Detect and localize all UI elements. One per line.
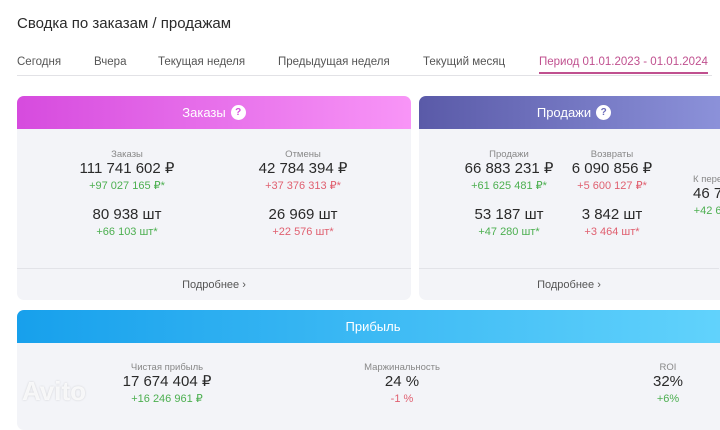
net-profit-col: Чистая прибыль 17 674 404 ₽ +16 246 961 … xyxy=(123,362,212,407)
metric-qty: 26 969 шт xyxy=(268,206,338,223)
payout-col: К пере 46 7 +42 6 xyxy=(693,174,720,219)
metric-value: 24 % xyxy=(384,373,420,390)
metric-qty: 3 842 шт xyxy=(581,206,643,223)
metric-value: 46 7 xyxy=(693,185,720,202)
orders-header: Заказы ? xyxy=(17,96,411,129)
sales-more-link[interactable]: Подробнее › xyxy=(419,268,719,300)
metric-label: Возвраты xyxy=(590,149,634,160)
metric-qty: 80 938 шт xyxy=(92,206,162,223)
metric-value: 42 784 394 ₽ xyxy=(258,160,348,177)
tab-period[interactable]: Период 01.01.2023 - 01.01.2024 xyxy=(539,56,708,74)
metric-qty-delta: +47 280 шт* xyxy=(478,226,540,238)
profit-header: Прибыль xyxy=(17,310,720,343)
metric-delta: +16 246 961 ₽ xyxy=(131,393,203,405)
metric-qty-delta: +66 103 шт* xyxy=(96,226,158,238)
tab-today[interactable]: Сегодня xyxy=(17,56,62,68)
roi-col: ROI 32% +6% xyxy=(653,362,683,407)
cancellations-col: Отмены 42 784 394 ₽ +37 376 313 ₽* 26 96… xyxy=(259,149,348,240)
margin-col: Маржинальность 24 % -1 % xyxy=(364,362,440,407)
help-icon[interactable]: ? xyxy=(230,105,246,120)
metric-qty-delta: +22 576 шт* xyxy=(272,226,334,238)
returns-col: Возвраты 6 090 856 ₽ +5 600 127 ₽* 3 842… xyxy=(572,149,652,240)
tab-current-week[interactable]: Текущая неделя xyxy=(158,56,246,68)
metric-label: ROI xyxy=(659,362,677,373)
metric-label: Маржинальность xyxy=(364,362,440,373)
period-tabs: Сегодня Вчера Текущая неделя Предыдущая … xyxy=(17,56,712,76)
tab-yesterday[interactable]: Вчера xyxy=(94,56,127,68)
metric-label: Продажи xyxy=(489,149,529,160)
metric-delta: +6% xyxy=(656,393,680,405)
metric-delta: +97 027 165 ₽* xyxy=(89,180,165,192)
profit-card: Прибыль Чистая прибыль 17 674 404 ₽ +16 … xyxy=(17,310,720,430)
profit-title: Прибыль xyxy=(345,319,401,334)
metric-delta: +42 6 xyxy=(693,205,720,217)
tab-previous-week[interactable]: Предыдущая неделя xyxy=(278,56,390,68)
tab-current-month[interactable]: Текущий месяц xyxy=(423,56,506,68)
metric-value: 6 090 856 ₽ xyxy=(571,160,653,177)
metric-delta: +5 600 127 ₽* xyxy=(577,180,647,192)
metric-qty: 53 187 шт xyxy=(474,206,544,223)
metric-delta: +61 625 481 ₽* xyxy=(471,180,547,192)
sales-col: Продажи 66 883 231 ₽ +61 625 481 ₽* 53 1… xyxy=(465,149,554,240)
metric-label: Отмены xyxy=(285,149,321,160)
sales-title: Продажи xyxy=(536,105,592,120)
metric-delta: +37 376 313 ₽* xyxy=(265,180,341,192)
metric-value: 32% xyxy=(652,373,684,390)
metric-label: Чистая прибыль xyxy=(130,362,204,373)
page-title: Сводка по заказам / продажам xyxy=(17,15,232,32)
help-icon[interactable]: ? xyxy=(596,105,612,120)
sales-card: Продажи ? Продажи 66 883 231 ₽ +61 625 4… xyxy=(419,96,720,300)
metric-value: 17 674 404 ₽ xyxy=(122,373,212,390)
metric-value: 66 883 231 ₽ xyxy=(464,160,554,177)
metric-qty-delta: +3 464 шт* xyxy=(584,226,640,238)
metric-value: 111 741 602 ₽ xyxy=(79,160,175,177)
sales-header: Продажи ? xyxy=(419,96,720,129)
orders-col: Заказы 111 741 602 ₽ +97 027 165 ₽* 80 9… xyxy=(80,149,175,240)
orders-more-link[interactable]: Подробнее › xyxy=(17,268,411,300)
metric-label: К пере xyxy=(693,174,720,185)
orders-card: Заказы ? Заказы 111 741 602 ₽ +97 027 16… xyxy=(17,96,411,300)
metric-label: Заказы xyxy=(111,149,143,160)
orders-title: Заказы xyxy=(182,105,226,120)
metric-delta: -1 % xyxy=(390,393,414,405)
